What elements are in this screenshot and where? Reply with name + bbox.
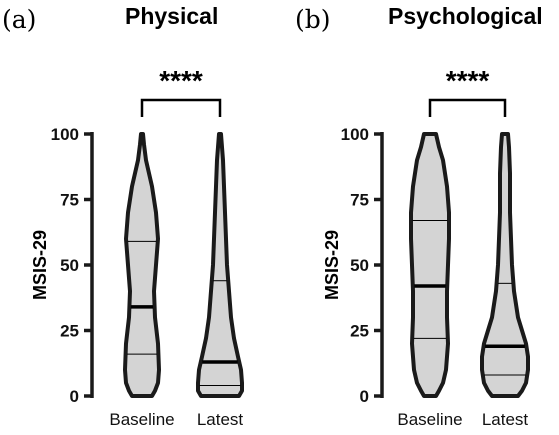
y-tick-label: 25	[60, 322, 79, 341]
category-label: Baseline	[397, 410, 462, 429]
category-label: Baseline	[109, 410, 174, 429]
significance-label: ****	[159, 65, 203, 96]
significance-label: ****	[446, 65, 490, 96]
panel-1: (a) Physical MSIS-29 0 25 50 75 100 Baseline Late…	[2, 3, 244, 429]
y-tick-label: 0	[360, 387, 369, 406]
significance-bracket	[428, 98, 507, 117]
y-tick-label: 50	[350, 256, 369, 275]
y-tick-label: 100	[341, 125, 369, 144]
violin-latest	[480, 132, 530, 398]
category-label: Latest	[197, 410, 244, 429]
y-axis-label: MSIS-29	[322, 230, 342, 300]
panel-letter: (b)	[295, 5, 331, 34]
y-tick-label: 0	[70, 387, 79, 406]
y-tick-label: 25	[350, 322, 369, 341]
category-label: Latest	[482, 410, 529, 429]
panel-letter: (a)	[2, 5, 36, 34]
panel-title: Psychological	[388, 3, 543, 29]
y-tick-label: 75	[350, 191, 369, 210]
y-tick-label: 100	[51, 125, 79, 144]
y-tick-label: 75	[60, 191, 79, 210]
significance-bracket	[140, 98, 222, 117]
violin-latest	[196, 132, 244, 398]
violin-baseline	[123, 132, 161, 398]
violin-baseline	[409, 132, 451, 398]
panel-title: Physical	[125, 3, 218, 29]
y-tick-label: 50	[60, 256, 79, 275]
panel-2: (b) Psychological MSIS-29 0 25 50 75 100 Baselin…	[295, 3, 543, 429]
y-axis-label: MSIS-29	[30, 230, 50, 300]
